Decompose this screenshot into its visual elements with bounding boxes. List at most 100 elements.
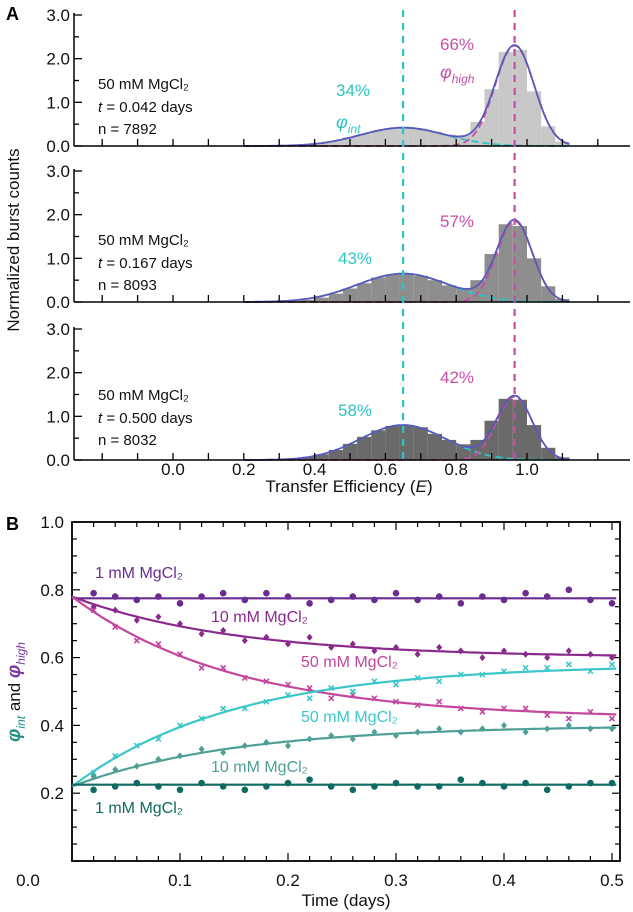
panel-a-letter: A (6, 4, 19, 24)
y-tick-label: 1.0 (46, 407, 70, 426)
series-int-50mm (71, 661, 617, 788)
data-point-diamond (198, 630, 205, 638)
y-tick-label: 3.0 (46, 320, 70, 339)
histogram-bar (527, 91, 542, 146)
y-tick-label: 2.0 (46, 50, 70, 69)
histogram-bar (328, 449, 343, 460)
histogram-bar (456, 288, 471, 302)
data-point-cross (220, 705, 227, 712)
histogram-bar (427, 280, 443, 302)
histogram-bar (541, 447, 556, 460)
panel-b-ylabel: φint and φhigh (4, 642, 28, 742)
fit-curve (71, 726, 617, 788)
x-tick-label: 0.1 (168, 871, 192, 890)
data-point-diamond (198, 745, 205, 753)
data-point-circle (392, 589, 400, 597)
histogram-panel-3: 0.0 1.0 2.0 3.0 (46, 320, 630, 470)
fit-curve (71, 595, 617, 716)
histogram-bar (328, 293, 343, 302)
histogram-bar (371, 430, 386, 460)
histogram-bar (427, 131, 443, 146)
data-point-diamond (436, 725, 443, 733)
data-point-diamond (565, 647, 572, 655)
x-tick-label: 0.0 (161, 460, 185, 479)
panel-b-marks: 0.0 0.1 0.2 0.3 0.4 0.5 0.2 0.4 0.6 0.8 1.0 (16, 513, 624, 890)
histogram-bar (371, 277, 386, 302)
data-point-circle (608, 600, 616, 607)
histogram-bar (300, 299, 315, 302)
condition-label: 50 mM MgCl₂ (98, 232, 189, 249)
data-point-cross (608, 661, 616, 668)
histogram-bar (314, 454, 329, 460)
data-point-cross (349, 688, 356, 695)
data-point-circle (219, 589, 227, 597)
data-point-cross (522, 664, 529, 671)
data-point-diamond (609, 725, 615, 733)
panel-b-xlabel: Time (days) (301, 891, 390, 910)
data-point-circle (349, 786, 357, 794)
panel-a-ylabel: Normalized burst counts (4, 148, 23, 331)
histogram-bar (484, 253, 499, 302)
data-point-cross (565, 715, 572, 722)
y-tick-label: 0.6 (40, 649, 64, 668)
histogram-bar (541, 286, 556, 302)
histogram-bar (300, 457, 315, 460)
histogram-bar (357, 436, 372, 460)
n-label: n = 8032 (98, 432, 157, 449)
histogram-bar (527, 425, 542, 460)
histogram-bar (413, 275, 428, 302)
series-high-1mm (72, 586, 617, 607)
panel-a1-annotation: 50 mM MgCl₂ t = 0.042 days n = 7892 34% … (98, 35, 475, 138)
x-tick-label: 0.2 (276, 871, 300, 890)
data-point-cross (544, 664, 551, 671)
histogram-bar (442, 285, 457, 302)
phi-high-label: φhigh (440, 62, 475, 86)
histogram-bar (442, 134, 457, 146)
y-tick-label: 0.4 (40, 716, 64, 735)
y-tick-label: 0.8 (40, 581, 64, 600)
data-point-circle (263, 589, 270, 597)
condition-label: 50 mM MgCl₂ (98, 76, 189, 93)
histogram-bar (470, 121, 485, 146)
total-fit-curve (243, 44, 570, 147)
histogram-bar (399, 425, 414, 460)
data-point-cross (133, 637, 140, 644)
histogram-bar (512, 226, 527, 302)
data-point-cross (436, 698, 443, 705)
data-point-diamond (285, 742, 291, 750)
data-point-diamond (544, 654, 551, 662)
data-point-diamond (306, 633, 313, 641)
histogram-bar (470, 280, 485, 302)
series-label-50mm-int: 50 mM MgCl₂ (301, 709, 398, 726)
phi-int-label: φint (336, 112, 361, 136)
histogram-bar (527, 258, 542, 302)
y-tick-label: 1.0 (40, 513, 64, 532)
histogram-bar (342, 443, 358, 460)
series-label-1mm-high: 1 mM MgCl₂ (95, 565, 183, 582)
fit-curve (71, 595, 617, 657)
series-label-1mm-int: 1 mM MgCl₂ (95, 800, 183, 817)
data-point-cross (328, 695, 335, 702)
histogram-bar (328, 140, 343, 146)
data-point-circle (176, 600, 184, 607)
histogram-bar (399, 273, 414, 302)
histogram-bar (498, 224, 513, 302)
data-point-circle (457, 776, 465, 783)
data-point-diamond (522, 728, 529, 736)
histogram-bar (427, 433, 443, 460)
x-tick-label: 0.4 (303, 460, 327, 479)
histogram-bar (484, 89, 499, 146)
data-point-diamond (241, 637, 248, 645)
data-point-cross (565, 661, 572, 668)
histogram-bar (399, 127, 414, 146)
histogram-bar (314, 142, 329, 146)
data-point-circle (176, 786, 184, 794)
y-tick-label: 1.0 (46, 93, 70, 112)
histogram-bar (314, 297, 329, 302)
data-point-cross (436, 678, 443, 685)
histogram-bar (357, 283, 372, 302)
histogram-bar (541, 126, 556, 146)
x-tick-label: 0.8 (444, 460, 468, 479)
series-label-50mm-high: 50 mM MgCl₂ (301, 654, 398, 671)
data-point-circle (543, 786, 551, 794)
